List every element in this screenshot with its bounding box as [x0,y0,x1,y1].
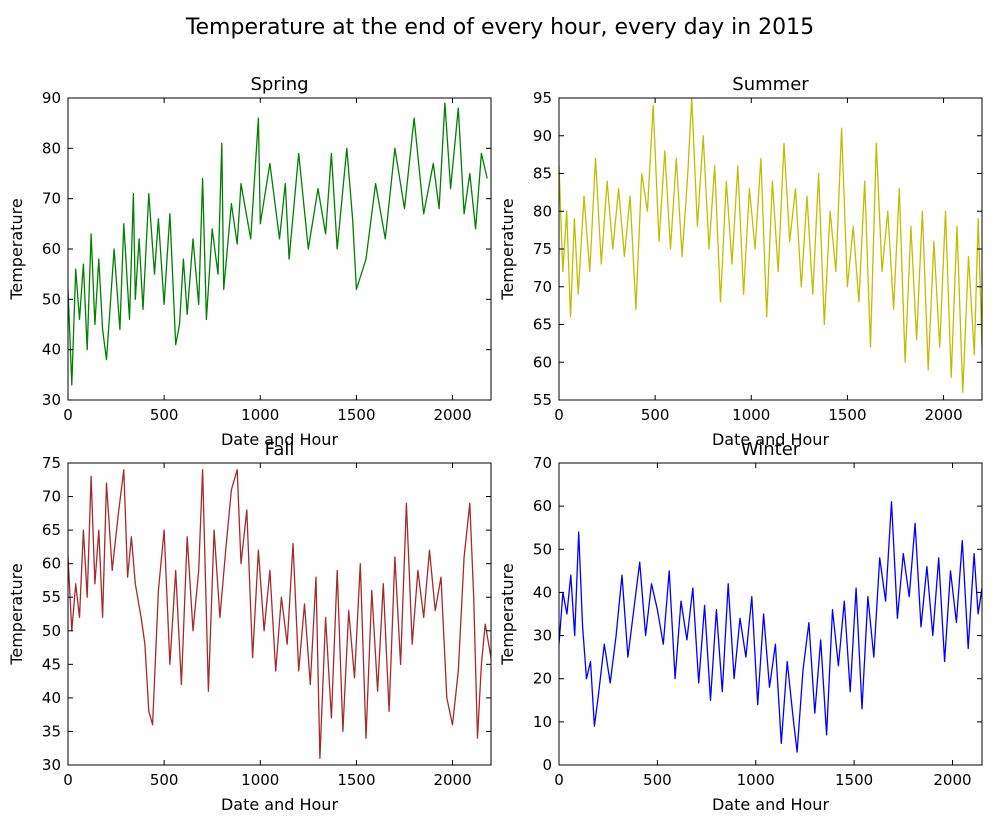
x-tick-label: 1000 [241,406,279,424]
x-tick-label: 0 [63,406,73,424]
x-tick-label: 2000 [433,406,471,424]
y-tick-label: 30 [42,391,61,409]
x-tick-label: 1500 [835,771,873,789]
y-tick-label: 10 [533,713,552,731]
x-tick-label: 1500 [337,406,375,424]
y-tick-label: 65 [533,316,552,334]
figure-title: Temperature at the end of every hour, ev… [185,15,814,40]
x-axis-label: Date and Hour [221,430,338,449]
y-tick-label: 40 [533,583,552,601]
series-line [559,501,982,753]
y-axis-label: Temperature [7,198,26,300]
x-tick-label: 1000 [732,406,770,424]
plot-area: 0 500 1000 1500 2000 55 60 65 70 75 80 85 90 95 [533,89,983,424]
plot-area: 0 500 1000 1500 2000 0 10 20 30 40 50 60 70 [533,454,983,789]
y-tick-label: 60 [533,497,552,515]
subplot-fall: Fall Date and Hour Temperature 0 500 1000 1… [7,439,492,814]
x-axis-label: Date and Hour [712,430,829,449]
y-tick-label: 70 [533,454,552,472]
plot-area: 0 500 1000 1500 2000 30 40 50 60 70 80 90 [42,89,492,424]
y-tick-label: 50 [42,622,61,640]
x-tick-label: 2000 [924,406,962,424]
x-tick-label: 500 [643,771,672,789]
x-tick-label: 2000 [433,771,471,789]
series-line [559,98,982,394]
axes-frame [558,462,983,766]
x-tick-label: 1000 [241,771,279,789]
y-tick-label: 20 [533,670,552,688]
chart-title: Summer [732,74,809,95]
y-tick-label: 70 [42,190,61,208]
y-tick-label: 0 [542,756,552,774]
y-axis-label: Temperature [498,198,517,300]
y-tick-label: 50 [42,290,61,308]
y-tick-label: 30 [533,627,552,645]
y-tick-label: 80 [42,139,61,157]
y-tick-label: 80 [533,202,552,220]
subplot-summer: Summer Date and Hour Temperature 0 500 100… [498,74,983,449]
chart-title: Winter [741,439,801,460]
x-tick-label: 2000 [933,771,971,789]
series-line [68,469,491,759]
y-tick-label: 60 [42,555,61,573]
y-tick-label: 55 [533,391,552,409]
y-tick-label: 70 [533,278,552,296]
x-axis-label: Date and Hour [221,795,338,814]
series-line [68,102,488,386]
y-tick-label: 70 [42,488,61,506]
y-tick-label: 95 [533,89,552,107]
x-tick-label: 0 [63,771,73,789]
y-tick-label: 75 [42,454,61,472]
x-tick-label: 1500 [828,406,866,424]
y-axis-label: Temperature [7,563,26,665]
x-axis-label: Date and Hour [712,795,829,814]
x-tick-label: 500 [641,406,670,424]
plot-area: 0 500 1000 1500 2000 30 35 40 45 50 55 60 65 70 75 [42,454,492,789]
x-tick-label: 1500 [337,771,375,789]
y-tick-label: 50 [533,540,552,558]
subplot-spring: Spring Date and Hour Temperature 0 500 100… [7,74,492,449]
x-tick-label: 0 [554,771,564,789]
axes-frame [67,462,492,766]
y-tick-label: 60 [533,353,552,371]
y-tick-label: 30 [42,756,61,774]
x-tick-label: 500 [150,406,179,424]
chart-title: Fall [265,439,295,460]
y-tick-label: 35 [42,722,61,740]
y-axis-label: Temperature [498,563,517,665]
y-tick-label: 45 [42,655,61,673]
chart-title: Spring [250,74,308,95]
x-tick-label: 1000 [737,771,775,789]
y-tick-label: 90 [533,127,552,145]
y-tick-label: 75 [533,240,552,258]
y-tick-label: 85 [533,165,552,183]
x-tick-label: 0 [554,406,564,424]
y-tick-label: 90 [42,89,61,107]
y-tick-label: 60 [42,240,61,258]
subplot-winter: Winter Date and Hour Temperature 0 500 100… [498,439,983,814]
y-tick-label: 40 [42,689,61,707]
y-tick-label: 55 [42,588,61,606]
y-tick-label: 65 [42,521,61,539]
x-tick-label: 500 [150,771,179,789]
y-tick-label: 40 [42,341,61,359]
